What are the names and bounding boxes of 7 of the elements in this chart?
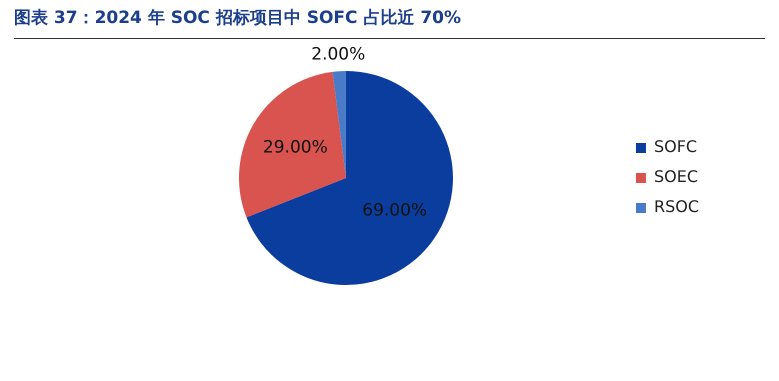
legend-label: SOEC bbox=[654, 167, 698, 186]
chart-title: 图表 37：2024 年 SOC 招标项目中 SOFC 占比近 70% bbox=[14, 7, 462, 29]
data-label: 69.00% bbox=[362, 200, 428, 220]
legend-label: RSOC bbox=[654, 197, 700, 216]
legend-label: SOFC bbox=[654, 137, 698, 156]
data-label: 29.00% bbox=[262, 137, 328, 158]
data-label: 2.00% bbox=[311, 44, 366, 65]
